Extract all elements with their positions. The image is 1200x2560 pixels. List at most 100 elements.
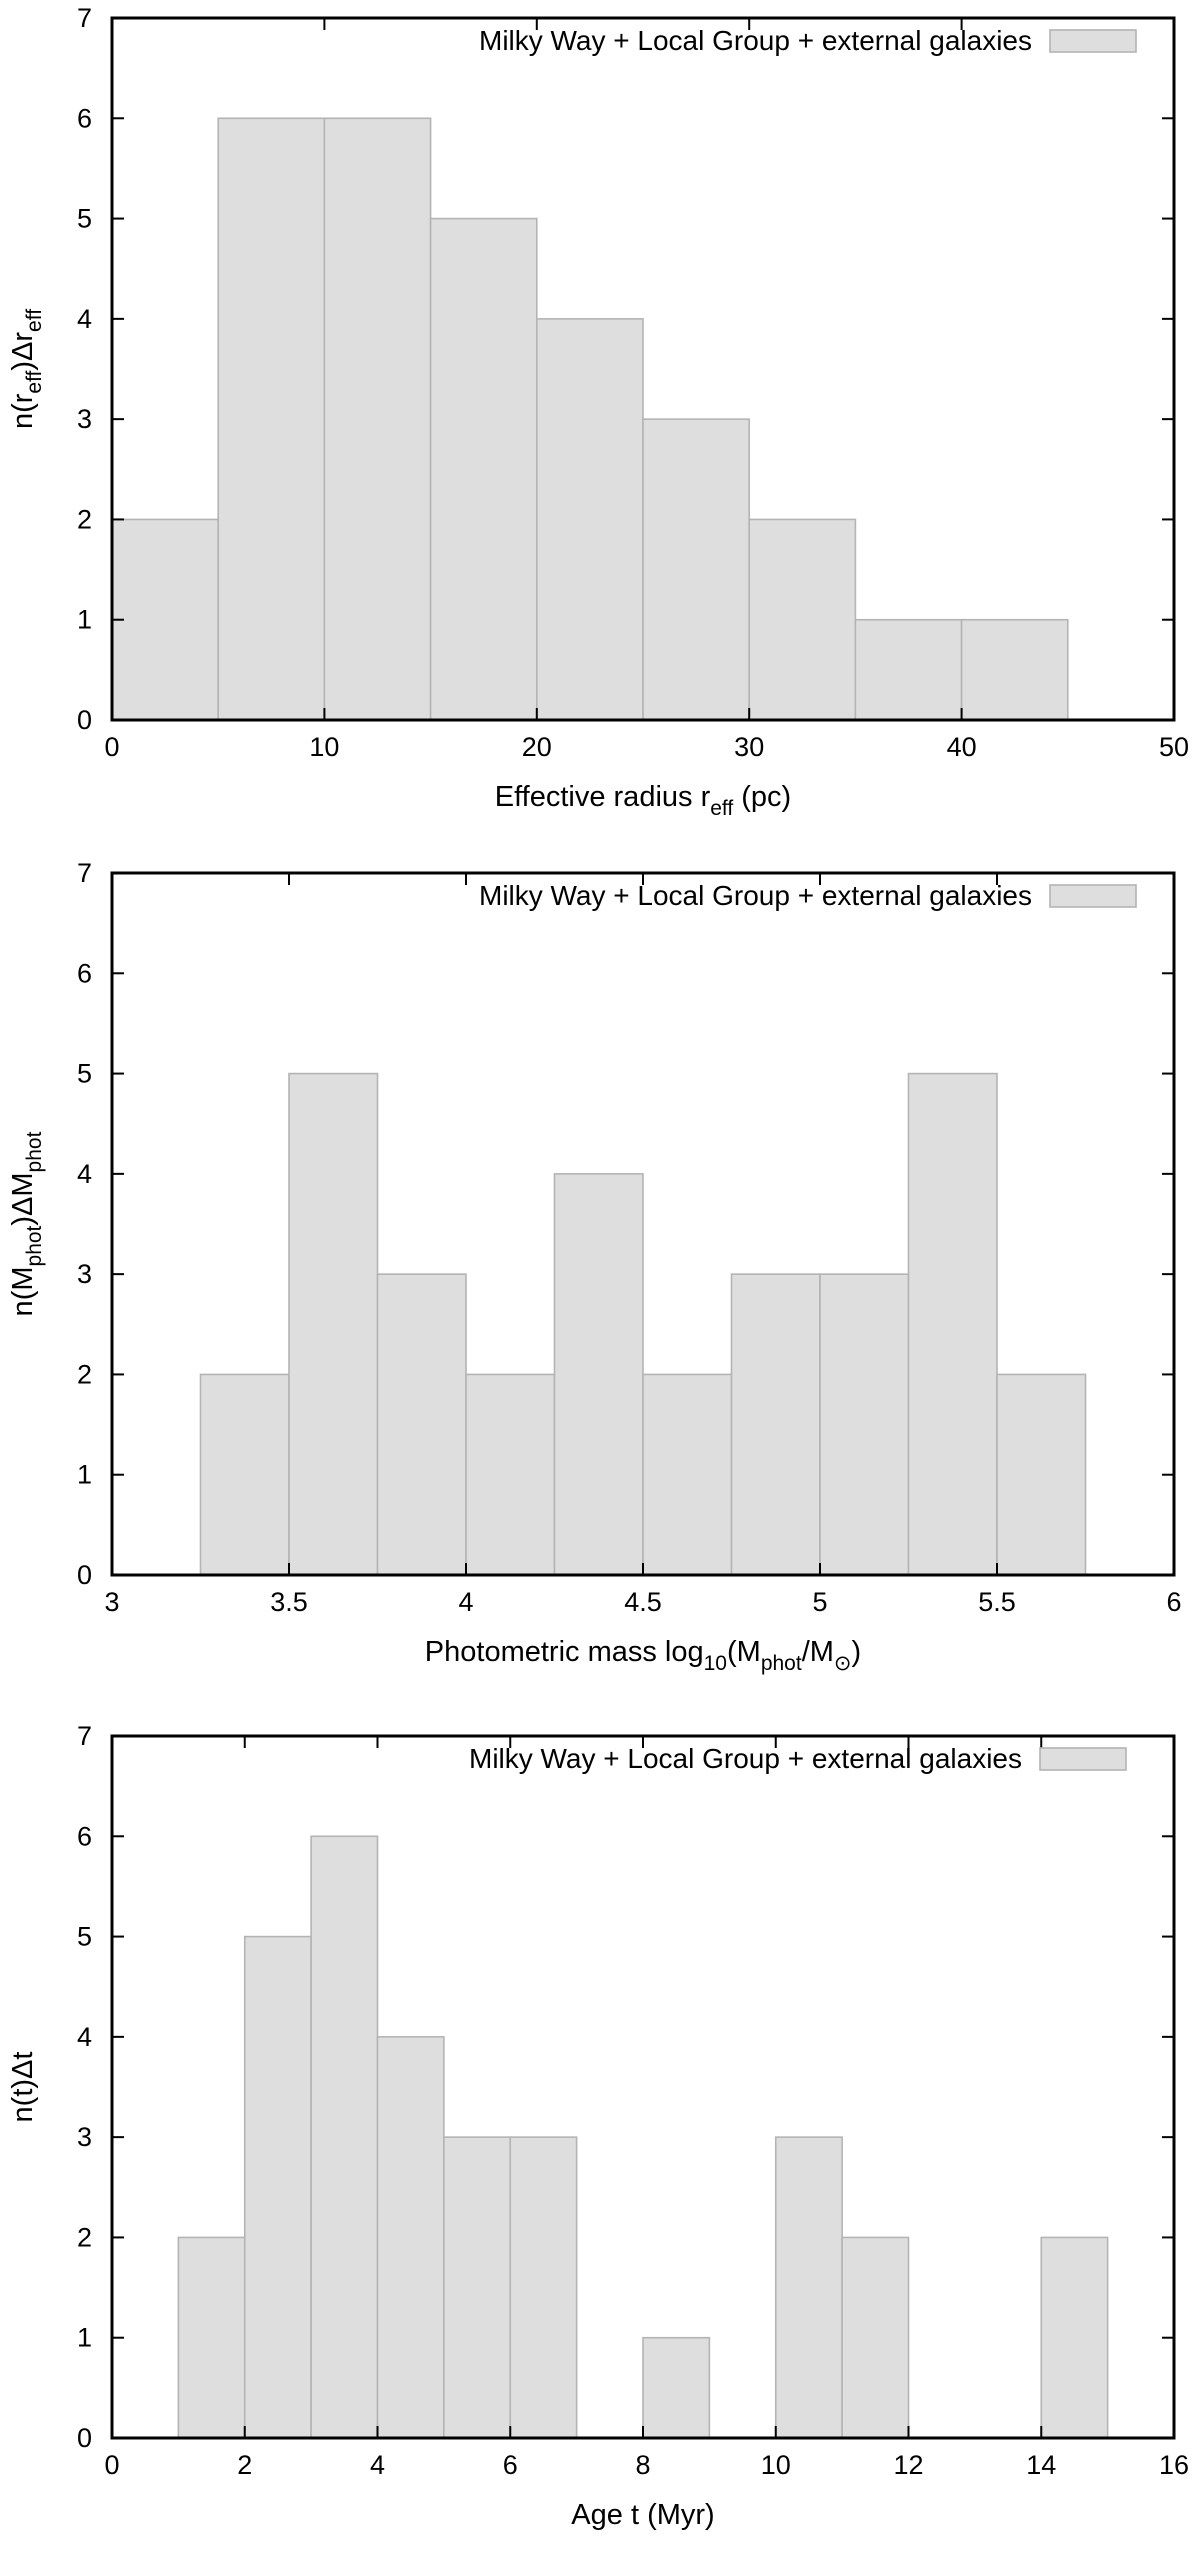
x-tick-label: 2 — [237, 2450, 252, 2480]
x-tick-label: 10 — [761, 2450, 791, 2480]
histogram-bar — [199, 1373, 290, 1576]
y-tick-label: 6 — [77, 1821, 92, 1851]
histogram-bar — [243, 1935, 312, 2439]
x-tick-label: 20 — [522, 732, 552, 762]
legend: Milky Way + Local Group + external galax… — [469, 1743, 1127, 1774]
x-tick-label: 4.5 — [624, 1587, 662, 1617]
y-tick-label: 2 — [77, 2222, 92, 2252]
histogram-bar — [177, 2236, 246, 2439]
y-tick-label: 7 — [77, 858, 92, 888]
x-tick-label: 40 — [947, 732, 977, 762]
histogram-bar — [1040, 2236, 1109, 2439]
y-tick-label: 5 — [77, 1922, 92, 1952]
histogram-bar — [841, 2236, 910, 2439]
y-tick-label: 3 — [77, 1259, 92, 1289]
y-tick-label: 2 — [77, 1359, 92, 1389]
histogram-bar — [376, 1273, 467, 1576]
histogram-bar — [111, 518, 219, 721]
x-tick-label: 8 — [635, 2450, 650, 2480]
x-tick-label: 5.5 — [978, 1587, 1016, 1617]
histogram-bar — [642, 1373, 733, 1576]
y-tick-label: 3 — [77, 404, 92, 434]
histogram-bar — [288, 1072, 379, 1576]
x-tick-label: 3 — [104, 1587, 119, 1617]
x-tick-label: 12 — [893, 2450, 923, 2480]
y-tick-label: 3 — [77, 2122, 92, 2152]
y-tick-label: 2 — [77, 504, 92, 534]
histogram-bar — [774, 2136, 843, 2439]
histogram-bar — [443, 2136, 512, 2439]
histogram-bar — [996, 1373, 1087, 1576]
x-axis-title: Photometric mass log10(Mphot/M⊙) — [425, 1636, 861, 1675]
histogram-bar — [429, 217, 538, 721]
x-tick-label: 3.5 — [270, 1587, 308, 1617]
ticks-group: 3 3.5 4 4.5 5 5.5 6 0 1 2 3 4 5 6 7 — [77, 858, 1182, 1617]
histogram-bar — [376, 2036, 445, 2439]
y-tick-label: 0 — [77, 1560, 92, 1590]
y-tick-label: 4 — [77, 304, 92, 334]
x-tick-label: 14 — [1026, 2450, 1056, 2480]
histogram-bar — [960, 618, 1069, 721]
histogram-bar — [509, 2136, 578, 2439]
y-tick-label: 7 — [77, 3, 92, 33]
legend-label: Milky Way + Local Group + external galax… — [469, 1743, 1022, 1774]
histogram-bar — [535, 318, 644, 721]
plot-frame — [110, 16, 1176, 722]
legend-swatch — [1049, 884, 1137, 908]
ticks-group: 0 10 20 30 40 50 0 1 2 3 4 5 6 7 — [77, 3, 1189, 762]
histogram-bar — [553, 1173, 644, 1576]
y-tick-label: 5 — [77, 1059, 92, 1089]
x-tick-label: 5 — [812, 1587, 827, 1617]
y-tick-label: 1 — [77, 605, 92, 635]
x-tick-label: 6 — [503, 2450, 518, 2480]
y-axis-title: n(reff)Δreff — [7, 309, 46, 429]
y-tick-label: 0 — [77, 2423, 92, 2453]
x-tick-label: 0 — [104, 2450, 119, 2480]
legend-label: Milky Way + Local Group + external galax… — [479, 880, 1032, 911]
x-tick-label: 30 — [734, 732, 764, 762]
x-tick-label: 0 — [104, 732, 119, 762]
y-tick-label: 1 — [77, 2323, 92, 2353]
x-tick-label: 4 — [370, 2450, 385, 2480]
bars-group — [177, 1835, 1109, 2439]
bars-group — [111, 117, 1069, 721]
histogram-bar — [217, 117, 326, 721]
histogram-effective-radius: 0 10 20 30 40 50 0 1 2 3 4 5 6 7 Milky Way + Local Gr… — [7, 3, 1189, 820]
legend-label: Milky Way + Local Group + external galax… — [479, 25, 1032, 56]
legend: Milky Way + Local Group + external galax… — [479, 880, 1137, 911]
histogram-bar — [907, 1072, 998, 1576]
y-tick-label: 6 — [77, 958, 92, 988]
histogram-bar — [310, 1835, 379, 2439]
y-tick-label: 4 — [77, 1159, 92, 1189]
y-axis-title: n(Mphot)ΔMphot — [7, 1131, 46, 1316]
y-axis-title: n(t)Δt — [7, 2052, 39, 2123]
y-tick-label: 7 — [77, 1721, 92, 1751]
histogram-bar — [854, 618, 963, 721]
histogram-bar — [642, 418, 750, 721]
legend-swatch — [1049, 29, 1137, 53]
legend: Milky Way + Local Group + external galax… — [479, 25, 1137, 56]
x-axis-title: Age t (Myr) — [571, 2499, 714, 2531]
bars-group — [199, 1072, 1087, 1576]
histogram-bar — [465, 1373, 556, 1576]
y-tick-label: 5 — [77, 204, 92, 234]
x-tick-label: 10 — [309, 732, 339, 762]
y-tick-label: 4 — [77, 2022, 92, 2052]
x-tick-label: 50 — [1159, 732, 1189, 762]
x-axis-title: Effective radius reff (pc) — [495, 781, 791, 820]
histogram-bar — [730, 1273, 821, 1576]
x-tick-label: 6 — [1166, 1587, 1181, 1617]
histogram-bar — [819, 1273, 910, 1576]
histogram-bar — [323, 117, 432, 721]
legend-swatch — [1039, 1747, 1127, 1771]
y-tick-label: 6 — [77, 103, 92, 133]
histogram-photometric-mass: 3 3.5 4 4.5 5 5.5 6 0 1 2 3 4 5 6 7 Milky Way + Local … — [7, 858, 1182, 1675]
y-tick-label: 1 — [77, 1460, 92, 1490]
x-tick-label: 4 — [458, 1587, 473, 1617]
histogram-bar — [748, 518, 857, 721]
histogram-bar — [642, 2336, 711, 2439]
y-tick-label: 0 — [77, 705, 92, 735]
